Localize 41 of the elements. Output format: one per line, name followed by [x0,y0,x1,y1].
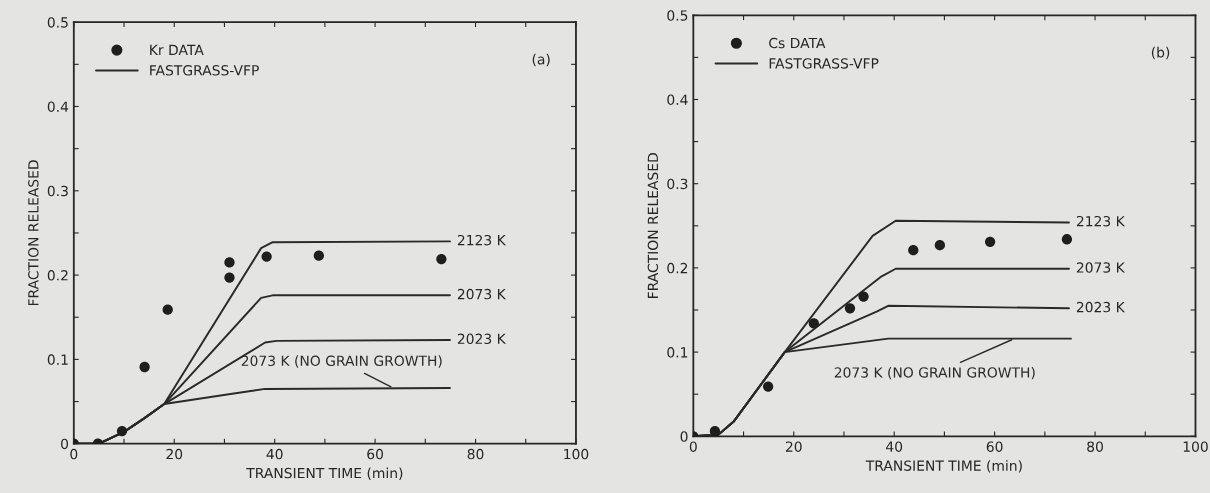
annotation: (b) [1151,46,1170,60]
y-tick-label: 0.2 [47,270,68,281]
series-label: 2123 K [1076,215,1126,227]
x-tick-label: 60 [367,448,384,460]
x-tick-label: 20 [166,448,183,460]
y-tick-label: 0.3 [47,185,68,197]
y-tick-label: 0.5 [47,17,68,28]
y-tick-label: 0.5 [667,10,688,21]
y-axis-title: FRACTION RELEASED [647,153,659,298]
series-label: 2023 K [457,333,507,345]
x-tick-label: 60 [986,441,1003,452]
x-tick-label: 100 [564,448,589,460]
legend-label: Kr DATA [150,44,204,55]
annotation: FASTGRASS-VFP [769,58,879,69]
y-tick-label: 0.4 [667,94,688,105]
annotation: FASTGRASS-VFP [150,65,259,76]
x-axis-title: TRANSIENT TIME (min) [246,467,403,480]
y-tick-label: 0 [680,431,688,442]
y-tick-label: 0.4 [47,101,69,112]
x-tick-label: 40 [266,448,283,460]
series-label: 2073 K [457,288,507,300]
series-label: 2073 K (NO GRAIN GROWTH) [241,355,442,368]
x-tick-label: 0 [689,441,697,452]
series-label: 2023 K [1076,301,1126,313]
x-tick-label: 80 [467,448,484,460]
series-label: 2123 K [457,234,507,246]
x-axis-title: TRANSIENT TIME (min) [865,460,1022,473]
x-tick-label: 40 [886,441,903,452]
y-tick-label: 0.2 [667,262,688,274]
x-tick-label: 0 [70,448,78,460]
series-label: 2073 K [1076,262,1126,273]
x-tick-label: 100 [1183,441,1208,452]
x-tick-label: 20 [785,441,802,452]
y-tick-label: 0.1 [47,354,68,365]
legend-label: Cs DATA [769,37,826,49]
series-label: 2073 K (NO GRAIN GROWTH) [834,366,1035,380]
x-tick-label: 80 [1087,441,1103,452]
y-tick-label: 0.1 [667,347,688,358]
y-tick-label: 0.3 [667,178,688,190]
annotation: (a) [532,53,550,67]
y-axis-title: FRACTION RELEASED [28,160,39,306]
